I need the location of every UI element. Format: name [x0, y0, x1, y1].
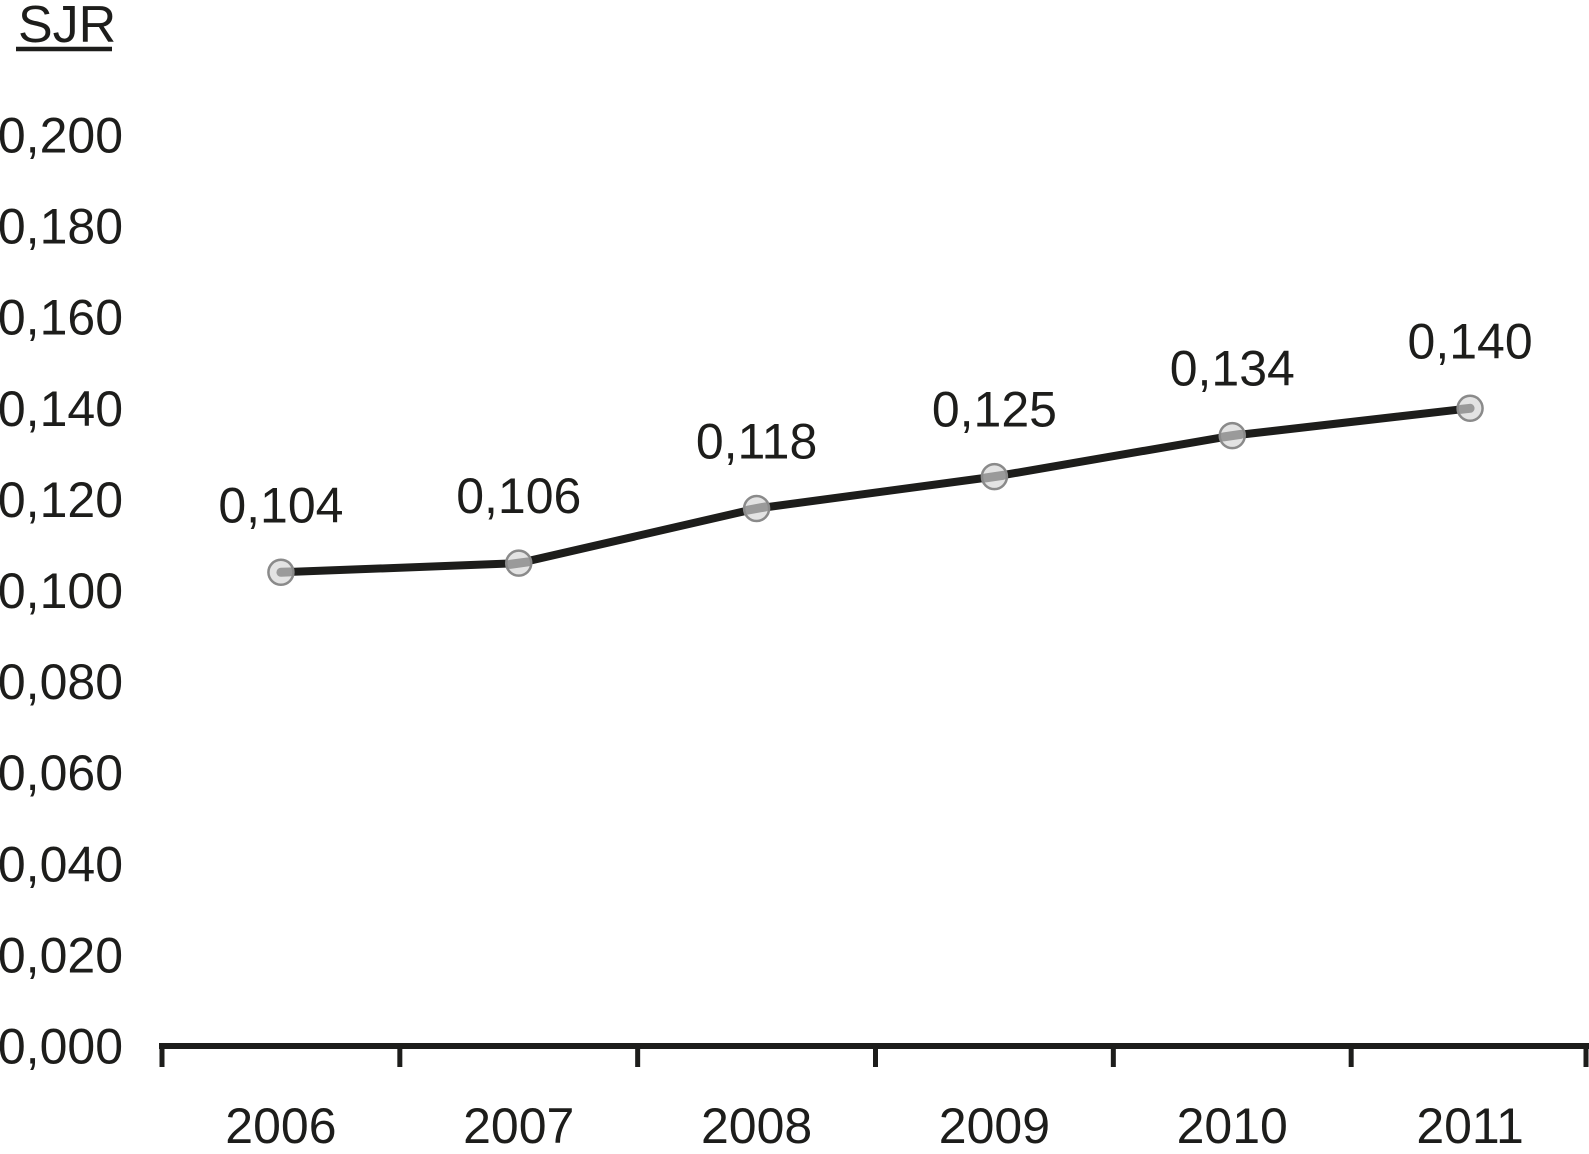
data-point-label: 0,125: [932, 382, 1057, 438]
y-axis-tick-label: 0,040: [0, 836, 123, 892]
data-point-labels: 0,104 0,106 0,118 0,125 0,134 0,140: [218, 313, 1532, 533]
y-axis-tick-label: 0,020: [0, 927, 123, 983]
data-point-marker-ring: [980, 462, 1009, 491]
x-axis-label: 2008: [701, 1098, 812, 1154]
x-axis-label: 2009: [939, 1098, 1050, 1154]
y-axis-tick-label: 0,120: [0, 472, 123, 528]
data-point-label: 0,118: [696, 414, 817, 470]
y-axis-tick-label: 0,180: [0, 199, 123, 255]
data-point-label: 0,134: [1170, 341, 1295, 397]
y-axis-tick-labels: 0,000 0,020 0,040 0,060 0,080 0,100 0,120 0,140…: [0, 108, 123, 1075]
data-point-label: 0,104: [218, 477, 343, 533]
data-point-label: 0,140: [1408, 313, 1533, 369]
x-axis-label: 2010: [1177, 1098, 1288, 1154]
data-point-label: 0,106: [456, 468, 581, 524]
data-point-marker-ring: [1456, 394, 1484, 423]
y-axis-tick-label: 0,200: [0, 108, 123, 164]
data-line: [276, 404, 1475, 577]
data-point-marker-ring: [267, 558, 295, 587]
data-point-marker-ring: [1218, 421, 1246, 450]
data-point-marker-core: [505, 557, 533, 569]
x-axis: [159, 1043, 1589, 1067]
x-axis-label: 2011: [1416, 1098, 1524, 1154]
y-axis-tick-label: 0,080: [0, 654, 123, 710]
y-axis-tick-label: 0,140: [0, 381, 123, 437]
y-axis-tick-label: 0,060: [0, 745, 123, 801]
x-axis-labels: 2006 2007 2008 2009 2010 2011: [225, 1098, 1524, 1154]
data-point-marker-ring: [742, 494, 771, 523]
y-axis-title: SJR: [18, 0, 116, 54]
data-point-marker-core: [1218, 429, 1246, 442]
x-axis-label: 2007: [463, 1098, 574, 1154]
data-point-marker-core: [981, 470, 1008, 483]
data-point-marker-ring: [505, 549, 533, 577]
data-point-marker-core: [1456, 403, 1475, 414]
y-axis-tick-label: 0,160: [0, 290, 123, 346]
data-series: [267, 394, 1484, 587]
y-axis-tick-label: 0,000: [0, 1019, 123, 1075]
data-point-marker-core: [743, 502, 770, 515]
x-axis-label: 2006: [225, 1098, 336, 1154]
y-axis-tick-label: 0,100: [0, 563, 123, 619]
